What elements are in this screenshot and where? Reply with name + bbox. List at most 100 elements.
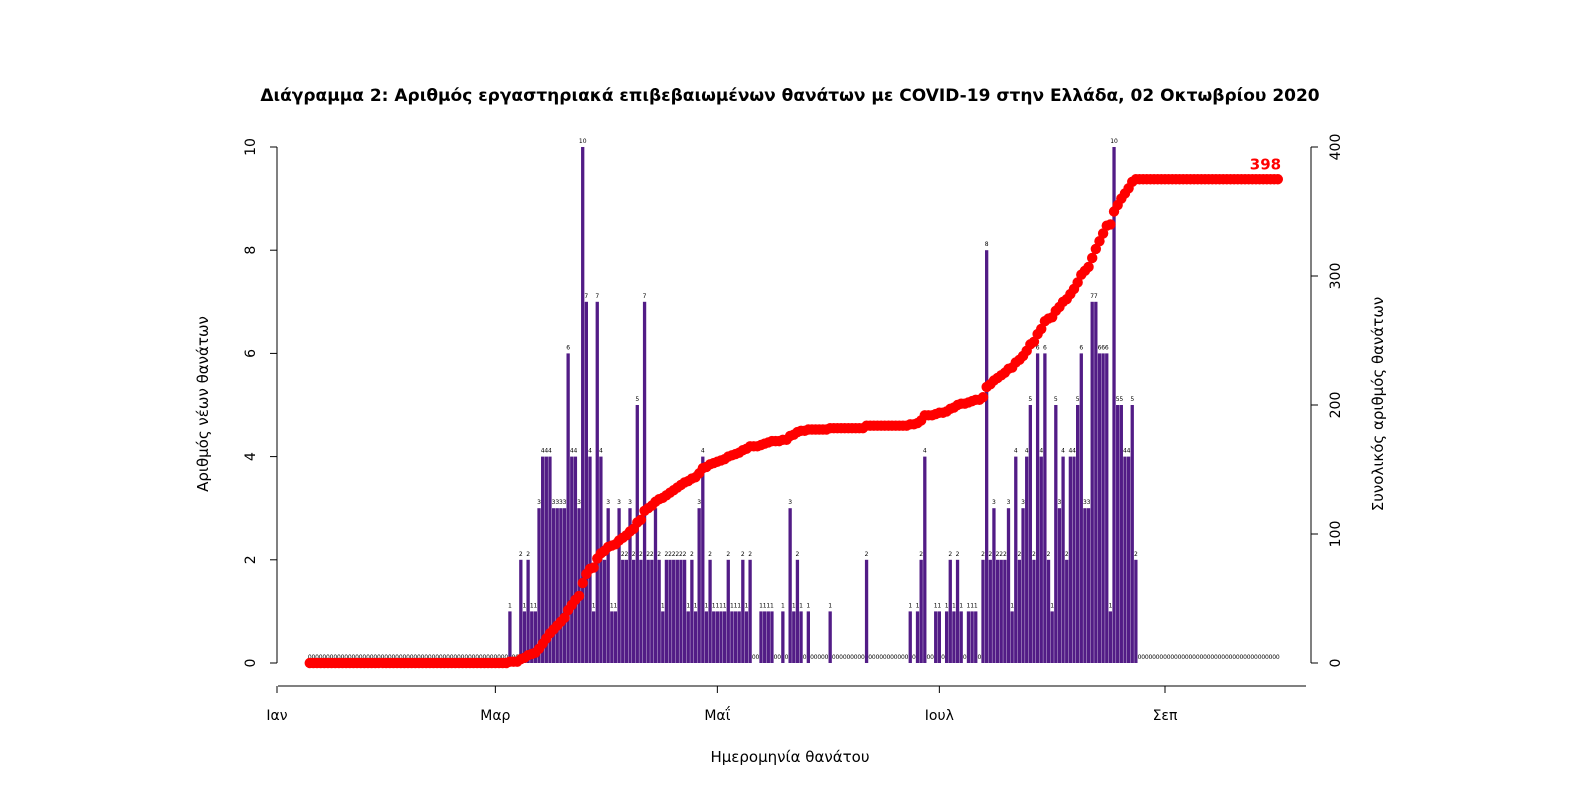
bar-value-label: 0 (1229, 654, 1233, 661)
bar-value-label: 6 (1105, 344, 1109, 351)
bar (1054, 405, 1058, 663)
bar (675, 559, 679, 663)
bar-value-label: 1 (759, 602, 763, 609)
bar-value-label: 1 (799, 602, 803, 609)
bar-value-label: 1 (723, 602, 727, 609)
bar (722, 611, 727, 663)
bar (1134, 559, 1138, 663)
bar-value-label: 0 (839, 654, 843, 661)
bar (763, 611, 767, 663)
bar (726, 559, 730, 663)
bar-value-label: 7 (595, 293, 599, 300)
bar (522, 611, 527, 663)
bar-value-label: 3 (563, 499, 567, 506)
bar (628, 508, 632, 663)
bar-value-label: 0 (483, 654, 487, 661)
x-tick-label: Σεπ (1153, 708, 1178, 724)
bar-value-label: 0 (479, 654, 483, 661)
bar-value-label: 0 (1218, 654, 1222, 661)
bar (624, 559, 629, 663)
bar-value-label: 1 (828, 602, 832, 609)
bar (530, 611, 534, 663)
y2-axis-label: Συνολικός αριθμός θανάτων (1369, 297, 1387, 512)
cumulative-point (1272, 174, 1284, 185)
bar-value-label: 2 (796, 551, 800, 558)
bar-value-label: 8 (985, 241, 989, 248)
bar-value-label: 0 (752, 654, 756, 661)
bar-value-label: 0 (1276, 654, 1280, 661)
bar-value-label: 4 (574, 448, 578, 455)
bar-value-label: 4 (570, 448, 574, 455)
bar (919, 559, 923, 663)
bar-value-label: 3 (1083, 499, 1087, 506)
bar (948, 559, 952, 663)
bar (934, 611, 938, 663)
cumulative-point (977, 392, 989, 403)
bar-value-label: 2 (1065, 551, 1069, 558)
cumulative-point (1105, 219, 1116, 230)
bar-value-label: 3 (1021, 499, 1025, 506)
bar (719, 611, 723, 663)
bar-value-label: 1 (916, 602, 920, 609)
bar (748, 559, 752, 663)
bar (766, 611, 770, 663)
bar (1061, 456, 1065, 663)
cumulative-total-label: 398 (1250, 155, 1281, 173)
bar-value-label: 0 (825, 654, 829, 661)
bar-value-label: 0 (384, 654, 388, 661)
y-tick-label: 6 (243, 349, 259, 358)
bar (533, 611, 538, 663)
bar-value-label: 0 (876, 654, 880, 661)
bar (693, 611, 698, 663)
bars-layer (508, 147, 1138, 663)
bar-value-label: 2 (657, 551, 661, 558)
bar-value-label: 0 (461, 654, 465, 661)
bar-value-label: 0 (850, 654, 854, 661)
bar-value-label: 1 (792, 602, 796, 609)
bar (730, 611, 734, 663)
bar-value-label: 0 (493, 654, 497, 661)
bar-value-label: 0 (1167, 654, 1171, 661)
bar (1065, 559, 1069, 663)
bar-value-label: 1 (745, 602, 749, 609)
bar-value-label: 4 (1025, 448, 1029, 455)
bar (519, 559, 523, 663)
bar (562, 508, 567, 663)
bar-value-label: 3 (577, 499, 581, 506)
x-tick-label: Μαρ (480, 708, 510, 724)
bar-value-label: 2 (683, 551, 687, 558)
bar (635, 405, 639, 663)
bar-value-label: 1 (592, 602, 596, 609)
bar-value-label: 5 (1054, 396, 1058, 403)
bar-value-label: 2 (919, 551, 923, 558)
bar-value-label: 1 (715, 602, 719, 609)
bar-value-label: 3 (537, 499, 541, 506)
bar-value-label: 0 (377, 654, 381, 661)
bar-value-label: 0 (442, 654, 446, 661)
bar-value-label: 4 (541, 448, 545, 455)
bar-value-label: 0 (1210, 654, 1214, 661)
bar-value-label: 2 (650, 551, 654, 558)
bar-value-label: 1 (806, 602, 810, 609)
bar-value-label: 1 (970, 602, 974, 609)
bar (864, 559, 869, 663)
bar (606, 508, 610, 663)
bar-value-label: 2 (621, 551, 625, 558)
bar-value-label: 2 (1003, 551, 1007, 558)
bar-value-label: 3 (552, 499, 556, 506)
bar (1079, 353, 1083, 663)
bar-value-label: 0 (912, 654, 916, 661)
bar-value-label: 0 (883, 654, 887, 661)
bar-value-label: 3 (1058, 499, 1062, 506)
bar-value-label: 0 (311, 654, 315, 661)
bar-value-label: 6 (1098, 344, 1102, 351)
bar (974, 611, 978, 663)
bar-value-label: 0 (410, 654, 414, 661)
bar (733, 611, 738, 663)
bar (642, 301, 647, 663)
bar (1035, 353, 1040, 663)
bar (1076, 405, 1080, 663)
bar (1101, 353, 1105, 663)
bar (1025, 456, 1029, 663)
